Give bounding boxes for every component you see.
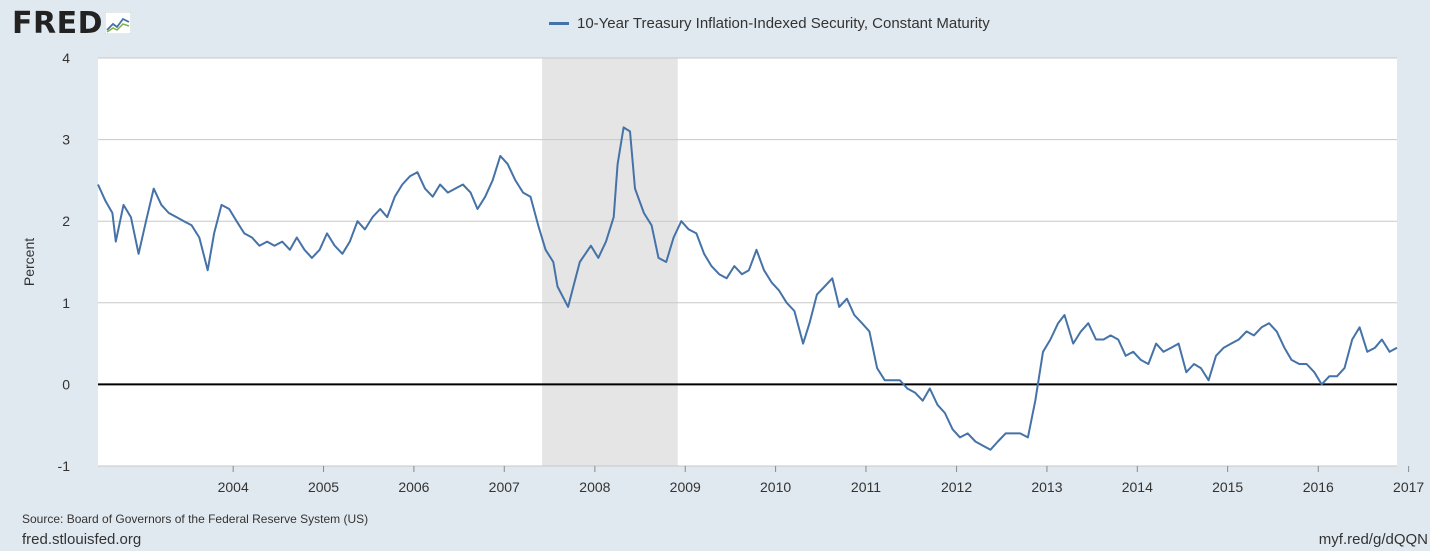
x-tick-label: 2009 [670, 479, 701, 495]
y-tick-label: 0 [62, 376, 70, 392]
x-tick-label: 2017 [1393, 479, 1424, 495]
plot-area [98, 58, 1397, 466]
fred-logo-text: FRED [12, 6, 103, 41]
x-tick-label: 2012 [941, 479, 972, 495]
x-tick-label: 2013 [1031, 479, 1062, 495]
fred-logo[interactable]: FRED [12, 8, 131, 40]
x-tick-label: 2004 [218, 479, 249, 495]
line-chart: -1 0 1 2 3 4 2004 2005 2006 2007 2008 2009 2010 2011 2… [21, 50, 1424, 495]
x-tick-label: 2006 [398, 479, 429, 495]
x-tick-label: 2008 [579, 479, 610, 495]
y-tick-label: 2 [62, 213, 70, 229]
source-note: Source: Board of Governors of the Federa… [22, 512, 369, 526]
x-tick-label: 2014 [1122, 479, 1153, 495]
y-tick-label: -1 [58, 458, 71, 474]
y-axis-title: Percent [21, 238, 37, 286]
legend-label: 10-Year Treasury Inflation-Indexed Secur… [577, 15, 990, 32]
y-tick-label: 1 [62, 295, 70, 311]
y-tick-label: 3 [62, 132, 70, 148]
fred-chart-icon [105, 12, 131, 34]
chart-legend: 10-Year Treasury Inflation-Indexed Secur… [549, 15, 990, 32]
recession-band [542, 58, 678, 466]
x-tick-label: 2016 [1303, 479, 1334, 495]
short-url-link[interactable]: myf.red/g/dQQN [1318, 531, 1428, 548]
x-tick-label: 2010 [760, 479, 791, 495]
legend-swatch [549, 22, 569, 25]
x-tick-label: 2011 [851, 479, 881, 495]
y-tick-label: 4 [62, 50, 70, 66]
x-tick-label: 2005 [308, 479, 339, 495]
x-tick-label: 2007 [489, 479, 520, 495]
series-line [97, 126, 1398, 451]
x-tick-label: 2015 [1212, 479, 1243, 495]
site-link[interactable]: fred.stlouisfed.org [22, 531, 142, 548]
